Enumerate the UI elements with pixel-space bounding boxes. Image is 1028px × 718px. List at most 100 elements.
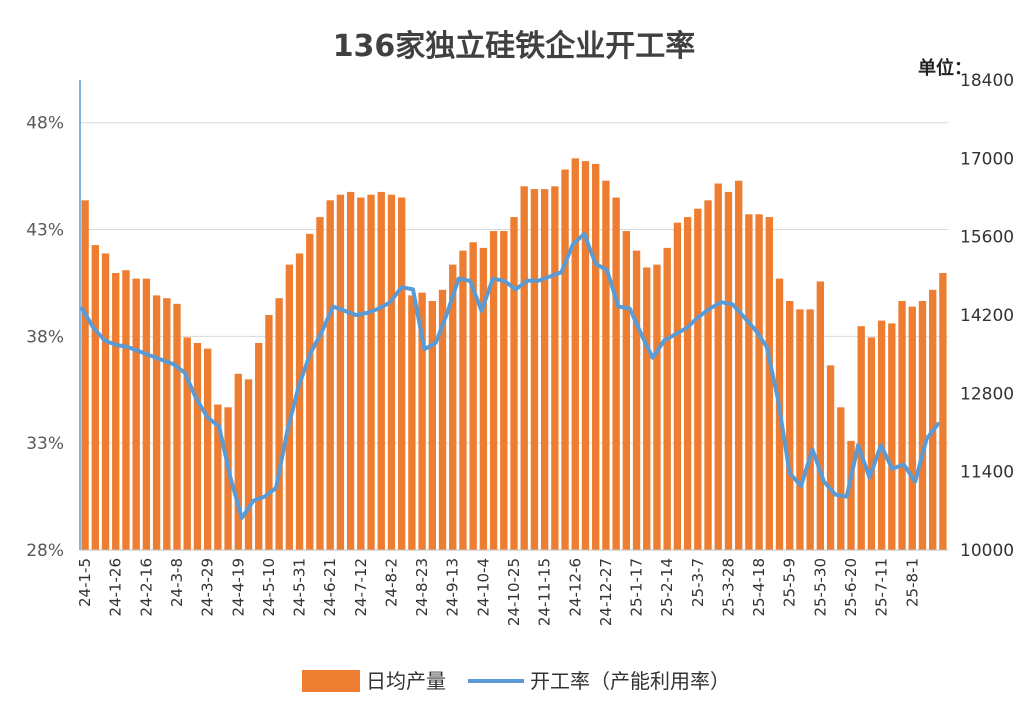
bar — [530, 189, 539, 550]
bar — [285, 264, 294, 550]
x-tick-label: 24-9-13 — [444, 558, 462, 617]
bar — [877, 320, 886, 550]
bar — [183, 337, 191, 550]
bar — [847, 440, 855, 550]
bar — [112, 273, 120, 550]
bar — [714, 183, 722, 550]
y-right-tick-label: 17000 — [960, 149, 1014, 169]
bar — [469, 242, 477, 550]
bar — [602, 180, 610, 550]
bar — [81, 200, 89, 551]
bar — [683, 217, 692, 551]
bar — [837, 407, 845, 550]
x-tick-label: 24-1-5 — [76, 558, 94, 607]
bar — [540, 189, 549, 550]
bar — [561, 169, 569, 550]
bar — [551, 186, 559, 551]
bar — [632, 250, 641, 550]
bar — [918, 301, 927, 550]
bar — [214, 404, 222, 550]
bar — [592, 163, 600, 550]
bar — [408, 295, 416, 550]
axes: 28% 33% 38% 43% 48% 10000 11400 12800 14200 15600… — [26, 71, 1014, 626]
x-tick-label: 25-2-14 — [658, 558, 676, 617]
x-tick-label: 25-5-30 — [811, 558, 829, 617]
bar — [581, 161, 590, 550]
bar — [142, 278, 151, 550]
y-right-tick-label: 11400 — [960, 463, 1014, 483]
bar — [224, 407, 232, 550]
bar — [306, 233, 314, 550]
bar — [418, 292, 426, 550]
chart-title: 136家独立硅铁企业开工率 — [333, 29, 696, 64]
bar — [755, 214, 763, 551]
x-tick-label: 24-2-16 — [137, 558, 155, 617]
x-tick-label: 24-4-19 — [229, 558, 247, 617]
x-tick-label: 25-4-18 — [750, 558, 768, 617]
bar — [377, 191, 385, 550]
bar — [939, 273, 947, 550]
bar — [673, 222, 682, 550]
bar — [888, 323, 896, 550]
bar — [796, 309, 804, 550]
bar — [663, 247, 671, 550]
y-left-tick-label: 33% — [26, 434, 64, 454]
x-tick-label: 25-6-20 — [842, 558, 860, 617]
bar — [255, 342, 263, 550]
bar — [806, 309, 814, 550]
bar — [234, 373, 242, 550]
bar — [479, 247, 488, 550]
bar — [510, 217, 518, 551]
x-tick-label: 24-10-25 — [505, 558, 523, 626]
y-right-tick-label: 14200 — [960, 306, 1014, 326]
y-left-tick-label: 43% — [26, 221, 64, 241]
bar — [459, 250, 467, 550]
x-tick-label: 25-3-28 — [719, 558, 737, 617]
bar — [91, 245, 99, 551]
bar — [449, 264, 457, 550]
x-tick-label: 25-7-11 — [873, 558, 891, 617]
bar — [336, 194, 345, 550]
bar — [857, 326, 865, 550]
y-right-tick-label: 15600 — [960, 228, 1014, 248]
legend-label-bar: 日均产量 — [366, 669, 446, 693]
x-tick-label: 25-3-7 — [689, 558, 707, 607]
x-tick-label: 24-10-4 — [474, 558, 492, 617]
right-axis-unit-label: 单位： — [918, 57, 972, 79]
bar — [173, 303, 181, 550]
line-series — [80, 231, 940, 520]
line-series-path — [80, 231, 940, 520]
bar — [357, 197, 365, 550]
bar — [898, 301, 906, 550]
bar — [745, 214, 753, 551]
y-left-tick-label: 28% — [26, 541, 64, 561]
bar — [489, 231, 498, 551]
bar — [612, 197, 620, 550]
bar — [101, 253, 110, 550]
x-tick-label: 24-11-15 — [536, 558, 554, 626]
x-tick-label: 24-8-23 — [413, 558, 431, 617]
bar — [816, 281, 825, 550]
x-tick-label: 25-1-17 — [628, 558, 646, 617]
y-left-tick-label: 38% — [26, 327, 64, 347]
bar — [438, 289, 447, 550]
bar — [275, 298, 283, 550]
x-tick-label: 24-5-31 — [291, 558, 309, 617]
bar — [203, 348, 212, 550]
x-tick-label: 24-8-2 — [382, 558, 400, 607]
bar — [397, 197, 406, 550]
bar — [367, 194, 375, 550]
bar — [826, 365, 835, 550]
bar — [387, 194, 396, 550]
x-tick-label: 24-3-29 — [199, 558, 217, 617]
legend: 日均产量 开工率（产能利用率） — [302, 669, 730, 693]
bar — [500, 231, 508, 551]
x-tick-label: 25-8-1 — [903, 558, 921, 607]
bar — [571, 158, 579, 551]
x-tick-label: 24-5-10 — [260, 558, 278, 617]
x-tick-label: 24-12-27 — [597, 558, 615, 626]
bar — [132, 278, 140, 550]
bar — [643, 267, 651, 550]
bar — [316, 217, 324, 551]
